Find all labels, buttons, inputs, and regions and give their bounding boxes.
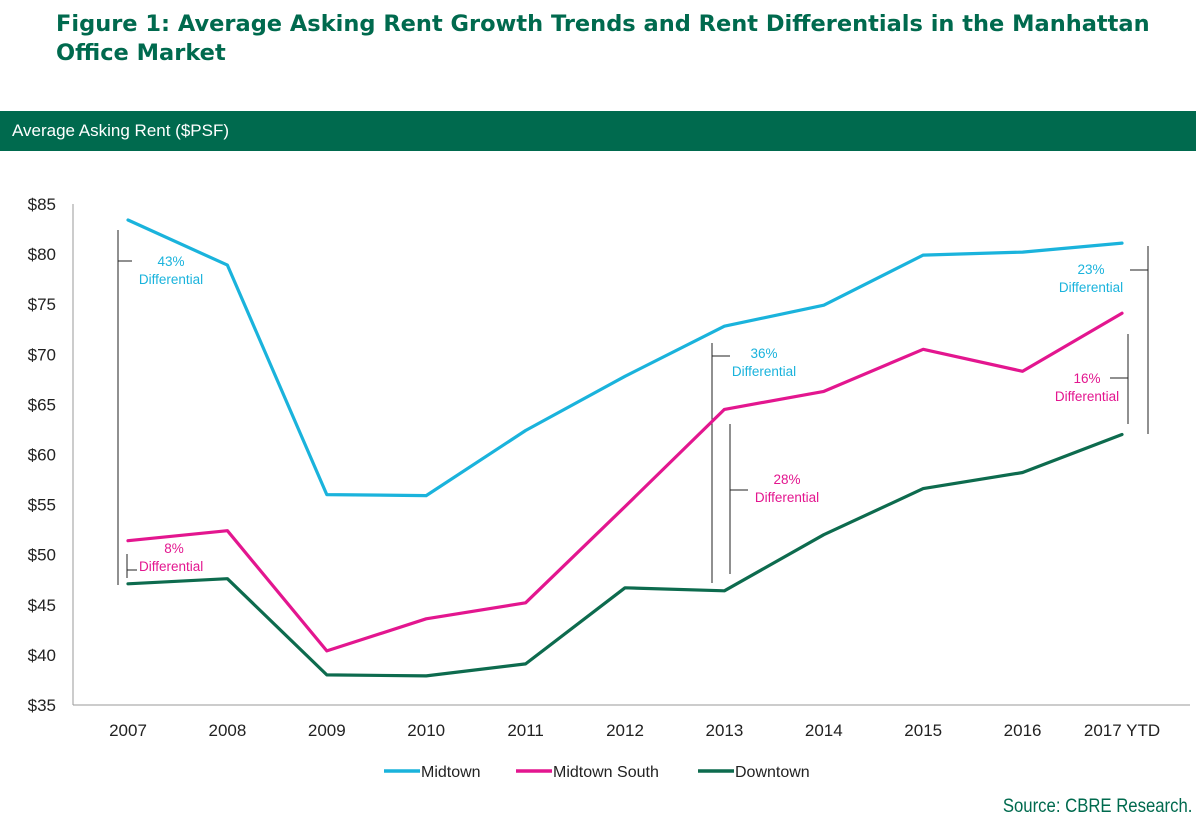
figure-title: Figure 1: Average Asking Rent Growth Tre… xyxy=(56,11,1150,66)
series-line xyxy=(126,218,1124,498)
y-tick-label: $35 xyxy=(28,696,56,715)
x-tick-label: 2012 xyxy=(606,721,644,740)
y-tick-label: $45 xyxy=(28,596,56,615)
x-tick-label: 2015 xyxy=(904,721,942,740)
legend-label: Midtown xyxy=(421,764,481,781)
y-tick-label: $50 xyxy=(28,546,56,565)
y-tick-label: $80 xyxy=(28,245,56,264)
annotation-label: Differential xyxy=(139,559,203,574)
y-tick-label: $40 xyxy=(28,646,56,665)
annotation-label: Differential xyxy=(732,364,796,379)
y-tick-label: $55 xyxy=(28,496,56,515)
differential-annotations: 43% Differential 8% Differential 36% Differen… xyxy=(139,254,1123,574)
annotation-percent: 8% xyxy=(164,541,184,556)
series-lines xyxy=(126,218,1124,678)
legend: Midtown Midtown South Downtown xyxy=(384,764,810,781)
annotation-percent: 28% xyxy=(773,472,800,487)
annotation-percent: 23% xyxy=(1077,262,1104,277)
x-tick-label: 2016 xyxy=(1004,721,1042,740)
x-tick-label: 2017 YTD xyxy=(1084,721,1160,740)
x-tick-label: 2014 xyxy=(805,721,843,740)
annotation-percent: 16% xyxy=(1073,371,1100,386)
annotation-label: Differential xyxy=(1059,280,1123,295)
differential-brackets xyxy=(117,230,1149,585)
chart-header-band: Average Asking Rent ($PSF) xyxy=(0,111,1196,151)
x-tick-label: 2007 xyxy=(109,721,147,740)
x-tick-label: 2013 xyxy=(705,721,743,740)
x-axis-ticks: 2007 2008 2009 2010 2011 2012 2013 2014 2015 2016… xyxy=(109,721,1160,740)
x-tick-label: 2008 xyxy=(208,721,246,740)
line-chart: $35$40$45$50$55$60$65$70$75$80$85 2007 20… xyxy=(28,195,1190,781)
annotation-label: Differential xyxy=(139,272,203,287)
x-tick-label: 2009 xyxy=(308,721,346,740)
series-line xyxy=(126,432,1124,678)
y-tick-label: $75 xyxy=(28,295,56,314)
annotation-percent: 43% xyxy=(157,254,184,269)
y-axis-ticks: $35 $40 $45 $50 $55 $60 $65 $70 $75 $80 $85 xyxy=(28,195,56,715)
legend-label: Downtown xyxy=(735,764,810,781)
x-tick-label: 2010 xyxy=(407,721,445,740)
series-line xyxy=(126,311,1124,653)
y-tick-label: $65 xyxy=(28,395,56,414)
legend-label: Midtown South xyxy=(553,764,659,781)
y-tick-label: $60 xyxy=(28,446,56,465)
y-tick-label: $70 xyxy=(28,345,56,364)
chart-subtitle: Average Asking Rent ($PSF) xyxy=(12,121,230,140)
annotation-label: Differential xyxy=(755,490,819,505)
source-note: Source: CBRE Research. xyxy=(1002,796,1192,817)
annotation-percent: 36% xyxy=(750,346,777,361)
annotation-label: Differential xyxy=(1055,389,1119,404)
y-tick-label: $85 xyxy=(28,195,56,214)
x-tick-label: 2011 xyxy=(507,721,544,740)
